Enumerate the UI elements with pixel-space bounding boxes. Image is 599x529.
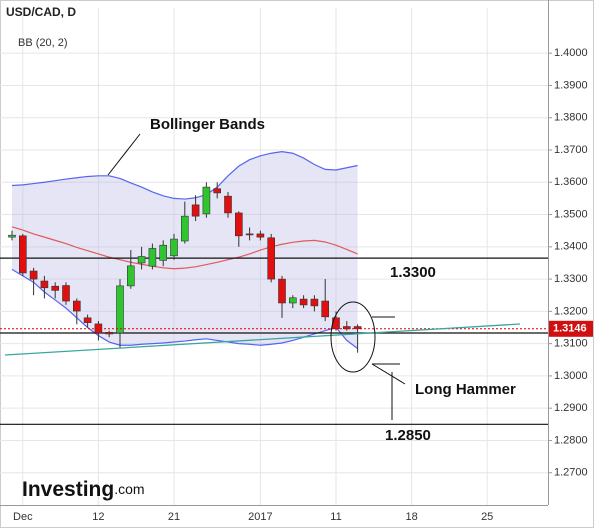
candle-body: [40, 280, 49, 289]
candle-body: [224, 195, 232, 214]
y-tick-label: 1.3100: [554, 338, 588, 350]
candle-body: [191, 204, 200, 217]
candle-body: [83, 317, 92, 323]
candle-body: [342, 326, 351, 330]
last-price-box: [549, 320, 593, 337]
x-tick-label: 2017: [248, 511, 272, 523]
candle-body: [148, 248, 157, 267]
candle-body: [202, 186, 211, 215]
y-tick-label: 1.3400: [554, 241, 588, 253]
annotation: 1.3300: [390, 264, 436, 281]
band-line: [11, 226, 358, 270]
candle-body: [105, 332, 113, 335]
candle-body: [213, 188, 221, 194]
highlight-ellipse: [330, 301, 376, 373]
candle-body: [18, 235, 27, 274]
candle-body: [127, 265, 135, 287]
x-tick-label: Dec: [13, 511, 33, 523]
candle-body: [321, 300, 330, 318]
candle-body: [310, 298, 319, 307]
logo-suffix: .com: [114, 481, 144, 497]
y-tick-label: 1.3700: [554, 144, 588, 156]
x-tick-label: 25: [481, 511, 493, 523]
x-tick-label: 18: [405, 511, 417, 523]
candle-body: [29, 270, 38, 280]
trend-line: [4, 323, 521, 356]
y-tick-label: 1.2900: [554, 402, 588, 414]
last-price-label: 1.3146: [553, 323, 587, 335]
logo: Investing.com: [22, 478, 145, 501]
candle-body: [170, 238, 178, 257]
pointer: [107, 133, 141, 176]
band-line: [11, 151, 358, 200]
candle-body: [8, 234, 16, 238]
indicator-label: BB (20, 2): [18, 37, 68, 49]
candle-body: [299, 298, 308, 306]
y-tick-label: 1.3600: [554, 176, 588, 188]
y-tick-label: 1.3800: [554, 112, 588, 124]
candle-body: [137, 256, 146, 264]
x-tick-label: 12: [92, 511, 104, 523]
candle-body: [235, 212, 243, 237]
candle-body: [278, 278, 286, 304]
annotation: 1.2850: [385, 427, 431, 444]
candle-body: [159, 244, 167, 261]
y-tick-label: 1.2700: [554, 467, 588, 479]
y-tick-label: 1.3200: [554, 305, 588, 317]
candle-body: [51, 285, 60, 291]
candle-body: [256, 233, 265, 238]
y-tick-label: 1.3000: [554, 370, 588, 382]
chart-title: USD/CAD, D: [6, 5, 76, 19]
candle-body: [73, 300, 81, 312]
candle-body: [62, 285, 70, 302]
y-tick-label: 1.3500: [554, 208, 588, 220]
candle-body: [181, 215, 189, 242]
y-tick-label: 1.3900: [554, 79, 588, 91]
candle-body: [267, 237, 276, 280]
band-fill: [12, 151, 358, 349]
pointer: [371, 363, 406, 385]
x-tick-label: 21: [168, 511, 180, 523]
y-tick-label: 1.2800: [554, 434, 588, 446]
y-tick-label: 1.4000: [554, 47, 588, 59]
candle-body: [245, 233, 254, 236]
x-tick-label: 11: [330, 511, 341, 523]
annotation: Bollinger Bands: [150, 116, 265, 133]
candle-body: [116, 285, 124, 334]
band-line: [11, 268, 358, 349]
candle-body: [288, 297, 297, 304]
logo-main: Investing: [22, 478, 114, 501]
annotation: Long Hammer: [415, 381, 516, 398]
y-tick-label: 1.3300: [554, 273, 588, 285]
